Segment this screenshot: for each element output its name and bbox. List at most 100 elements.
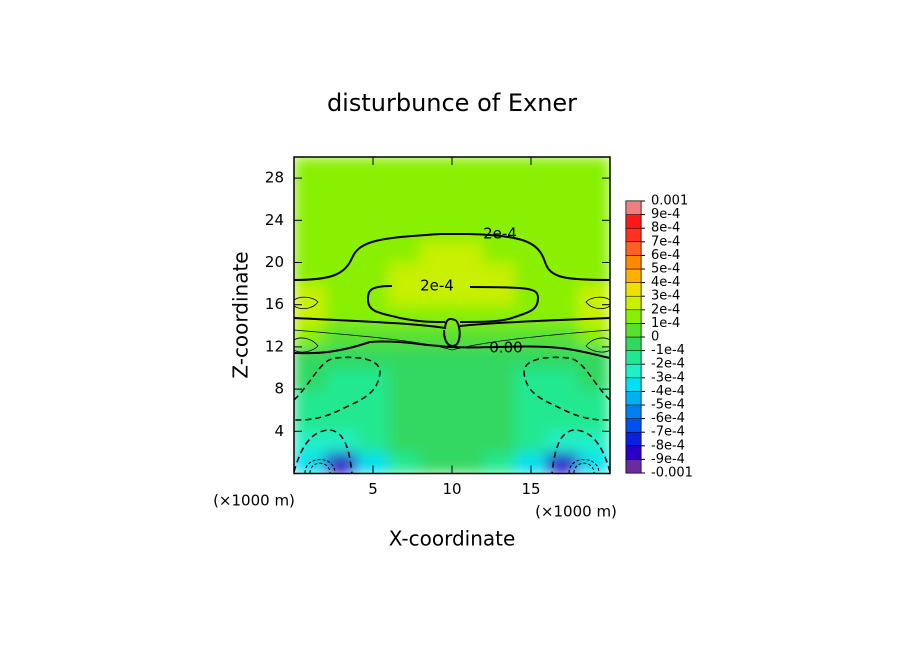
field-cell [356, 262, 390, 285]
colorbar-tick-label: 7e-4 [651, 234, 680, 249]
field-cell [483, 177, 516, 200]
colorbar-tick-label: -8e-4 [651, 438, 685, 453]
colorbar-segment [625, 377, 642, 392]
field-cell [294, 177, 327, 200]
field-cell [577, 157, 610, 179]
field-cell [451, 157, 485, 179]
field-cell [483, 388, 516, 411]
field-cell [356, 283, 390, 306]
colorbar-segment [625, 241, 642, 256]
field-cell [356, 219, 390, 242]
field-cell [546, 409, 579, 432]
field-cell [294, 409, 327, 432]
contour-label: 2e-4 [420, 277, 454, 295]
field-cell [546, 198, 579, 221]
field-cell [294, 430, 327, 453]
field-cell [325, 240, 358, 263]
field-cell [419, 409, 453, 432]
field-cell [388, 177, 421, 200]
colorbar-tick-label: 3e-4 [651, 289, 680, 304]
colorbar-segment [625, 336, 642, 351]
field-cell [577, 367, 610, 390]
field-cell [546, 219, 579, 242]
field-cell [514, 367, 548, 390]
colorbar-segment [625, 255, 642, 270]
colorbar-segment [625, 227, 642, 243]
contour-line [294, 337, 610, 353]
colorbar-tick-label: -4e-4 [651, 384, 685, 399]
field-cell [325, 262, 358, 285]
field-cell [577, 198, 610, 221]
field-cell [483, 451, 516, 474]
field-cell [294, 240, 327, 263]
field-cell [483, 240, 516, 263]
colorbar-segment [625, 309, 642, 324]
colorbar-segment [625, 459, 642, 474]
field-cell [577, 304, 610, 327]
field-cell [546, 177, 579, 200]
field-cell [325, 388, 358, 411]
colorbar-segment [625, 214, 642, 229]
field-cell [546, 157, 579, 179]
contour-line [304, 459, 600, 474]
field-cell [325, 283, 358, 306]
field-cell [419, 198, 453, 221]
colorbar-tick-label: -0.001 [651, 466, 693, 481]
field-cell [419, 219, 453, 242]
field-cell [451, 198, 485, 221]
y-tick-label: 4 [274, 422, 284, 440]
field-cell [483, 430, 516, 453]
field-cell [388, 409, 421, 432]
colorbar-tick-label: -2e-4 [651, 357, 685, 372]
field-cell [577, 430, 610, 453]
field-cell [388, 388, 421, 411]
colorbar-tick-label: 5e-4 [651, 262, 680, 277]
field-cell [356, 430, 390, 453]
colorbar-segment [625, 431, 642, 447]
field-cell [419, 240, 453, 263]
field-cell [514, 325, 548, 348]
contours [294, 233, 610, 474]
field-cell [546, 388, 579, 411]
field-cell [451, 283, 485, 306]
field-cell [294, 388, 327, 411]
colorbar-segment [625, 418, 642, 433]
field-cell [451, 262, 485, 285]
colorbar-tick-label: -7e-4 [651, 425, 685, 440]
field-cell [546, 430, 579, 453]
contour-line [294, 233, 610, 281]
field-cell [483, 409, 516, 432]
field-cell [483, 367, 516, 390]
field-cell [514, 219, 548, 242]
colorbar-segment [625, 404, 642, 419]
field-cell [451, 346, 485, 369]
field-cell [546, 283, 579, 306]
colorbar-tick-label: 0.001 [651, 194, 688, 209]
colorbar-tick-label: -5e-4 [651, 398, 685, 413]
y-tick-label: 20 [265, 253, 284, 271]
field-cell [294, 283, 327, 306]
field-cell [514, 240, 548, 263]
field-cell [419, 157, 453, 179]
field-cell [388, 451, 421, 474]
field-cell [419, 451, 453, 474]
field-cell [419, 283, 453, 306]
contour-label: 2e-4 [483, 225, 517, 243]
field-cell [356, 346, 390, 369]
contour-label: 0.00 [489, 339, 522, 357]
field-cell [514, 430, 548, 453]
field-cell [294, 219, 327, 242]
field-cell [483, 198, 516, 221]
contour-line [294, 296, 610, 310]
field-cell [325, 430, 358, 453]
field-cell [294, 157, 327, 179]
field-cell [356, 240, 390, 263]
field-cell [546, 367, 579, 390]
colorbar-segment [625, 445, 642, 460]
contour-line [523, 356, 610, 421]
field-cell [325, 304, 358, 327]
x-unit: (×1000 m) [535, 503, 617, 521]
contour-line [294, 429, 353, 474]
colorbar-segment [625, 282, 642, 297]
